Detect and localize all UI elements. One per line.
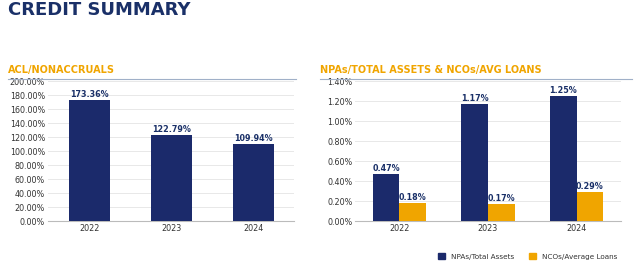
Bar <box>373 174 399 221</box>
Text: 1.17%: 1.17% <box>461 94 488 103</box>
Bar <box>399 203 426 221</box>
Text: NPAs/TOTAL ASSETS & NCOs/AVG LOANS: NPAs/TOTAL ASSETS & NCOs/AVG LOANS <box>320 65 541 75</box>
Text: 173.36%: 173.36% <box>70 90 108 99</box>
Text: CREDIT SUMMARY: CREDIT SUMMARY <box>8 1 190 19</box>
Text: 122.79%: 122.79% <box>152 125 191 134</box>
Text: 0.17%: 0.17% <box>488 194 515 203</box>
Bar <box>150 135 192 221</box>
Text: 0.47%: 0.47% <box>372 164 400 173</box>
Bar <box>550 96 577 221</box>
Text: 1.25%: 1.25% <box>549 86 577 95</box>
Text: ACL/NONACCRUALS: ACL/NONACCRUALS <box>8 65 115 75</box>
Text: 0.29%: 0.29% <box>576 182 604 191</box>
Bar <box>577 192 603 221</box>
Bar <box>461 104 488 221</box>
Bar <box>488 204 515 221</box>
Bar <box>68 100 109 221</box>
Text: 109.94%: 109.94% <box>234 134 273 143</box>
Text: 0.18%: 0.18% <box>399 193 427 202</box>
Legend: NPAs/Total Assets, NCOs/Average Loans: NPAs/Total Assets, NCOs/Average Loans <box>435 250 620 262</box>
Bar <box>233 144 274 221</box>
